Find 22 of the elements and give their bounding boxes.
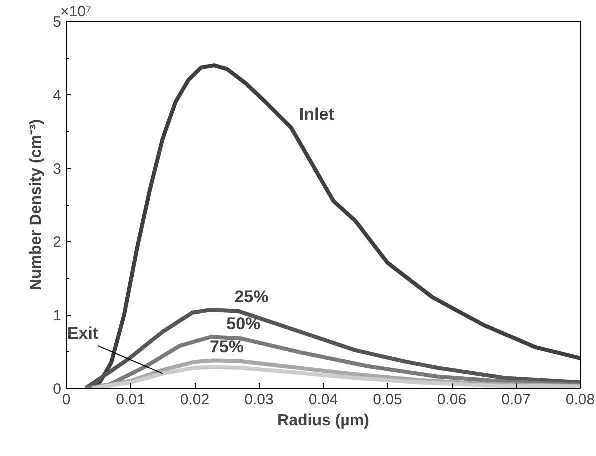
- series-label: 75%: [210, 337, 244, 356]
- y-tick-label: 1: [53, 308, 62, 325]
- series-label: 25%: [234, 287, 269, 306]
- y-tick-label: 3: [53, 160, 62, 178]
- x-tick-label: 0.04: [308, 392, 338, 408]
- y-tick-label: 2: [53, 234, 62, 252]
- text: Exit: [67, 324, 99, 344]
- series-label: Inlet: [299, 104, 335, 124]
- x-tick-label: 0.08: [566, 392, 596, 408]
- x-tick-label: 0.01: [116, 392, 146, 408]
- x-tick-label: 0.02: [180, 392, 210, 408]
- y-tick-label: 4: [53, 87, 62, 104]
- text: ×10⁷: [60, 4, 92, 20]
- x-axis-title: Radius (µm): [278, 412, 370, 430]
- y-axis-title: Number Density (cm⁻³): [28, 119, 46, 291]
- series-label: 50%: [226, 314, 261, 334]
- x-tick-label: 0.03: [244, 392, 274, 408]
- y-tick-label: 5: [53, 14, 62, 31]
- x-tick-label: 0.06: [437, 392, 467, 408]
- y-tick-label: 0: [53, 381, 62, 398]
- x-tick-label: 0.07: [502, 392, 531, 408]
- x-tick-label: 0.05: [373, 392, 402, 408]
